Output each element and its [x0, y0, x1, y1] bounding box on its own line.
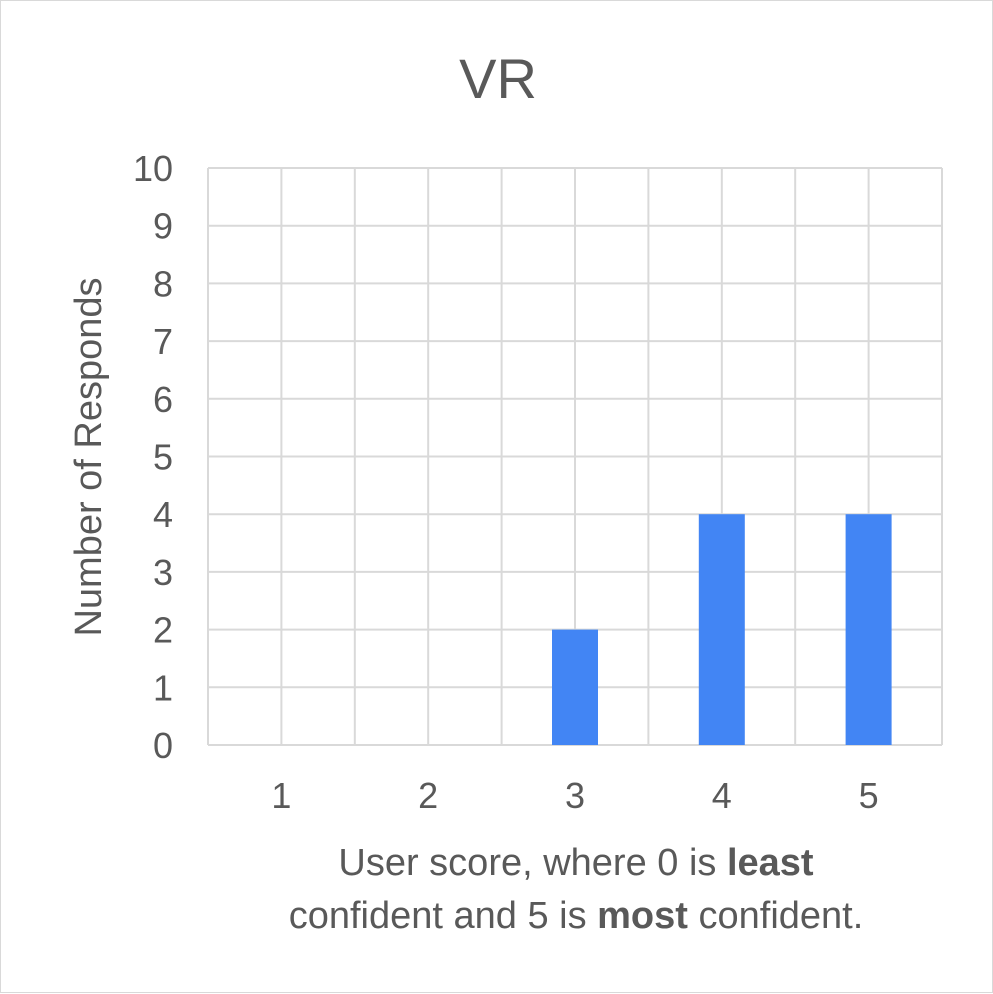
- x-axis-title: User score, where 0 is least confident a…: [201, 837, 951, 943]
- x-tick-label: 1: [271, 775, 291, 816]
- y-axis-title: Number of Responds: [68, 277, 110, 636]
- x-axis-title-emphasis-least: least: [726, 842, 814, 884]
- y-tick-label: 7: [153, 321, 173, 362]
- x-axis-title-line-2: confident and 5 is most confident.: [288, 895, 864, 937]
- bars: [552, 514, 892, 745]
- y-tick-label: 1: [153, 667, 173, 708]
- y-tick-label: 0: [153, 725, 173, 766]
- x-tick-label: 3: [565, 775, 585, 816]
- bar-3: [552, 629, 598, 745]
- x-axis-title-line-1: User score, where 0 is least: [338, 842, 814, 884]
- x-tick-label: 2: [418, 775, 438, 816]
- gridlines: [207, 167, 943, 746]
- y-tick-label: 9: [153, 206, 173, 247]
- y-tick-label: 6: [153, 379, 173, 420]
- x-tick-label: 5: [859, 775, 879, 816]
- y-tick-label: 4: [153, 494, 173, 535]
- y-tick-labels: 0 1 2 3 4 5 6 7 8 9 10: [133, 148, 173, 766]
- x-axis-title-emphasis-most: most: [597, 895, 688, 937]
- bar-4: [698, 514, 745, 745]
- y-tick-label: 2: [153, 610, 173, 651]
- chart-title: VR: [459, 47, 537, 110]
- x-tick-label: 4: [712, 775, 732, 816]
- y-tick-label: 3: [153, 552, 173, 593]
- y-tick-label: 10: [133, 148, 173, 189]
- y-tick-label: 8: [153, 263, 173, 304]
- y-tick-label: 5: [153, 437, 173, 478]
- x-tick-labels: 1 2 3 4 5: [271, 775, 878, 816]
- bar-5: [845, 514, 892, 745]
